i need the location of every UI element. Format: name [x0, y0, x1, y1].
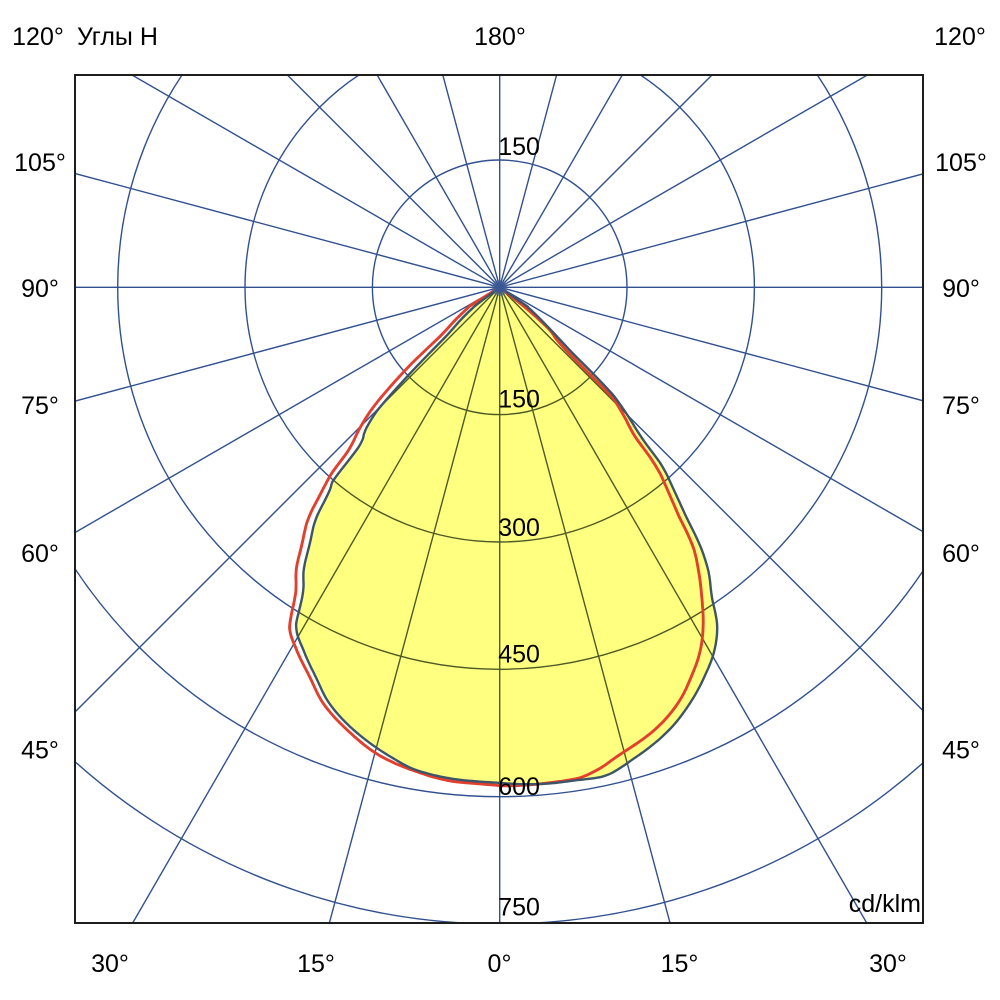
svg-text:105°: 105° [14, 149, 66, 177]
svg-text:0°: 0° [488, 950, 512, 978]
svg-text:300: 300 [498, 514, 540, 542]
svg-text:cd/klm: cd/klm [849, 890, 921, 918]
svg-text:90°: 90° [942, 275, 980, 303]
svg-text:15°: 15° [661, 950, 699, 978]
svg-text:45°: 45° [942, 737, 980, 765]
svg-text:90°: 90° [21, 275, 59, 303]
svg-text:30°: 30° [869, 950, 907, 978]
svg-text:450: 450 [498, 641, 540, 669]
svg-text:120°: 120° [934, 23, 986, 51]
svg-text:105°: 105° [935, 149, 987, 177]
svg-text:45°: 45° [21, 737, 59, 765]
svg-text:60°: 60° [942, 540, 980, 568]
svg-text:75°: 75° [942, 392, 980, 420]
svg-text:15°: 15° [297, 950, 335, 978]
svg-text:30°: 30° [91, 950, 129, 978]
svg-text:60°: 60° [21, 540, 59, 568]
svg-text:180°: 180° [474, 23, 526, 51]
svg-text:120°: 120° [12, 23, 64, 51]
svg-text:600: 600 [498, 773, 540, 801]
svg-text:150: 150 [498, 133, 540, 161]
svg-text:75°: 75° [21, 392, 59, 420]
svg-text:150: 150 [498, 386, 540, 414]
svg-text:750: 750 [498, 894, 540, 922]
svg-text:Углы H: Углы H [77, 23, 158, 51]
